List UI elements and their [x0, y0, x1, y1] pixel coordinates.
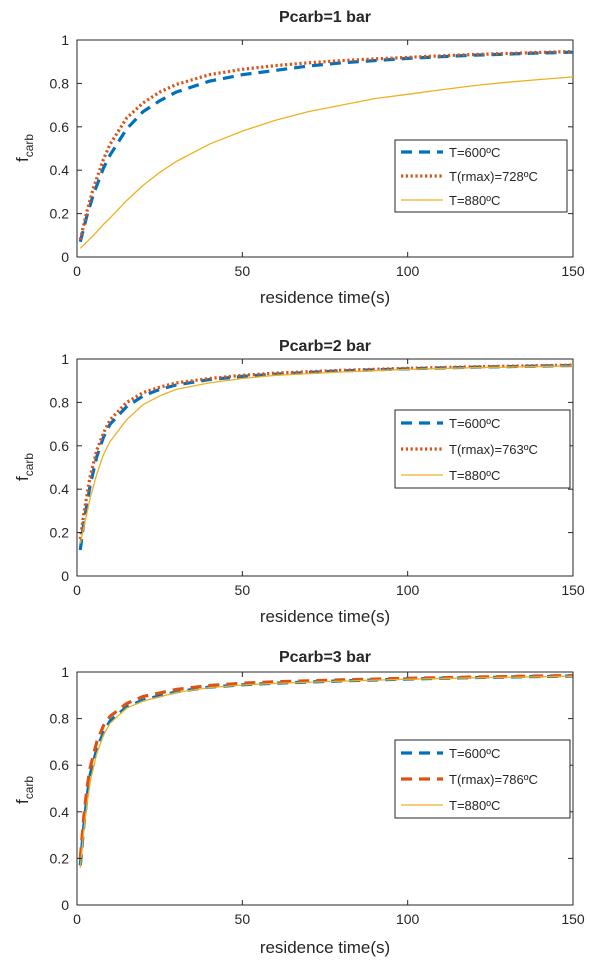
chart-panel-pcarb-1-bar: Pcarb=1 bar residence time(s) fcarb 0 50 1… [13, 9, 585, 307]
series-line-2 [78, 673, 573, 859]
x-tick-label: 100 [396, 911, 420, 927]
x-tick-label: 100 [396, 582, 420, 598]
legend-label: T(rmax)=763ºC [449, 442, 538, 457]
y-tick-label: 1 [61, 351, 69, 367]
series-line-1 [78, 674, 573, 866]
chart-title: Pcarb=1 bar [279, 9, 371, 26]
y-tick-label: 0 [61, 249, 69, 265]
x-tick-label: 0 [73, 263, 81, 279]
y-axis-label: fcarb [13, 134, 36, 162]
series-line-2 [78, 363, 573, 540]
legend: T=600ºC T(rmax)=763ºC T=880ºC [394, 409, 571, 489]
chart-panel-pcarb-3-bar: Pcarb=3 bar residence time(s) fcarb 0 50 1… [13, 649, 585, 957]
y-axis-label-main: f [13, 157, 32, 162]
x-tick-label: 50 [235, 582, 251, 598]
chart-title: Pcarb=3 bar [279, 649, 371, 666]
y-axis-label: fcarb [13, 453, 36, 481]
x-tick-label: 150 [561, 911, 585, 927]
legend: T=600ºC T(rmax)=786ºC T=880ºC [394, 739, 571, 819]
y-tick-label: 0.8 [50, 711, 70, 727]
series-group [78, 673, 573, 868]
x-tick-label: 0 [73, 582, 81, 598]
y-tick-label: 0.4 [50, 804, 70, 820]
y-axis-label-sub: carb [22, 134, 36, 158]
y-tick-label: 0.6 [50, 438, 70, 454]
series-line-3 [79, 365, 573, 544]
legend-label: T=600ºC [449, 145, 500, 160]
x-tick-label: 50 [235, 263, 251, 279]
series-group [78, 363, 573, 551]
y-tick-label: 1 [61, 32, 69, 48]
legend-label: T=600ºC [449, 416, 500, 431]
x-axis-label: residence time(s) [260, 938, 390, 957]
y-tick-label: 0 [61, 568, 69, 584]
y-tick-label: 0.2 [50, 525, 70, 541]
series-group [78, 49, 573, 249]
legend-label: T=600ºC [449, 746, 500, 761]
y-tick-label: 0 [61, 897, 69, 913]
y-tick-label: 0.8 [50, 394, 70, 410]
y-tick-label: 0.2 [50, 850, 70, 866]
x-tick-label: 0 [73, 911, 81, 927]
y-tick-label: 0.4 [50, 162, 70, 178]
x-axis-label: residence time(s) [260, 607, 390, 626]
series-line-3 [79, 675, 573, 868]
y-tick-label: 0.6 [50, 757, 70, 773]
legend-label: T=880ºC [449, 798, 500, 813]
x-tick-label: 150 [561, 582, 585, 598]
legend-label: T(rmax)=728ºC [449, 169, 538, 184]
x-tick-label: 150 [561, 263, 585, 279]
chart-panel-pcarb-2-bar: Pcarb=2 bar residence time(s) fcarb 0 50 1… [13, 338, 585, 626]
y-tick-label: 0.6 [50, 119, 70, 135]
x-tick-label: 100 [396, 263, 420, 279]
y-axis-label-sub: carb [22, 776, 36, 800]
legend-label: T=880ºC [449, 468, 500, 483]
y-tick-label: 0.4 [50, 481, 70, 497]
legend-label: T(rmax)=786ºC [449, 772, 538, 787]
y-tick-label: 1 [61, 664, 69, 680]
y-axis-label-sub: carb [22, 453, 36, 477]
x-tick-label: 50 [235, 911, 251, 927]
series-line-3 [79, 76, 573, 249]
chart-title: Pcarb=2 bar [279, 338, 371, 355]
legend-label: T=880ºC [449, 193, 500, 208]
y-axis-label: fcarb [13, 776, 36, 804]
legend: T=600ºC T(rmax)=728ºC T=880ºC [394, 139, 568, 213]
y-tick-label: 0.2 [50, 206, 70, 222]
y-axis-label-main: f [13, 799, 32, 804]
series-line-2 [78, 49, 573, 240]
y-tick-label: 0.8 [50, 75, 70, 91]
y-axis-label-main: f [13, 476, 32, 481]
x-axis-label: residence time(s) [260, 288, 390, 307]
